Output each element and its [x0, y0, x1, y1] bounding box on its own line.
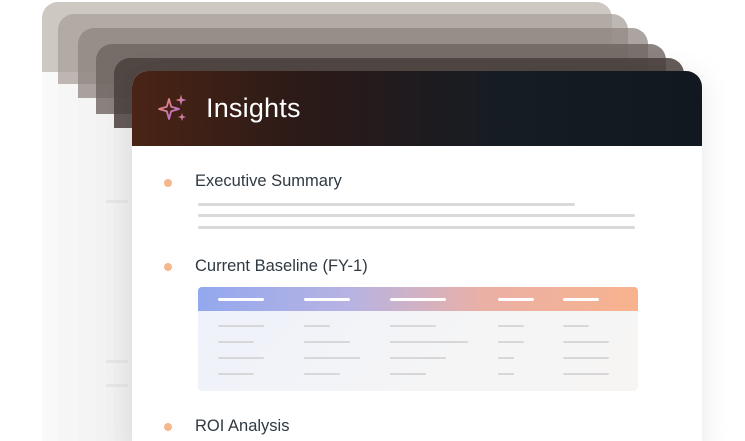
table-cell — [218, 325, 264, 327]
table-cell — [304, 341, 350, 343]
ghost-line — [106, 360, 128, 363]
table-cell — [218, 373, 254, 375]
table-cell — [498, 341, 524, 343]
text-placeholder-line — [198, 226, 635, 229]
table-cell — [390, 357, 446, 359]
table-cell — [563, 341, 609, 343]
table-cell — [563, 357, 609, 359]
section-title: ROI Analysis — [195, 417, 290, 435]
table-cell — [304, 357, 360, 359]
table-header — [198, 287, 638, 311]
table-header-cell — [390, 298, 446, 301]
table-header-cell — [304, 298, 350, 301]
card-title: Insights — [206, 93, 301, 123]
table-header-cell — [218, 298, 264, 301]
text-placeholder-line — [198, 203, 575, 206]
table-cell — [563, 325, 589, 327]
table-cell — [304, 373, 340, 375]
section-bullet — [164, 263, 172, 271]
section-title: Current Baseline (FY-1) — [195, 257, 368, 275]
table-cell — [390, 325, 436, 327]
table-cell — [563, 373, 609, 375]
table-cell — [218, 341, 254, 343]
insights-card: Insights Executive Summary Current Basel… — [132, 71, 702, 441]
ghost-line — [106, 200, 128, 203]
section-bullet — [164, 179, 172, 187]
table-cell — [498, 325, 524, 327]
table-header-cell — [563, 298, 599, 301]
sparkle-icon — [158, 94, 187, 121]
table-cell — [390, 341, 468, 343]
section-bullet — [164, 423, 172, 431]
section-title: Executive Summary — [195, 172, 342, 190]
baseline-table — [198, 287, 638, 391]
ghost-line — [106, 384, 128, 387]
table-cell — [498, 357, 514, 359]
text-placeholder-line — [198, 214, 635, 217]
table-cell — [390, 373, 426, 375]
table-cell — [498, 373, 514, 375]
table-cell — [304, 325, 330, 327]
table-header-cell — [498, 298, 534, 301]
table-cell — [218, 357, 264, 359]
card-header: Insights — [132, 71, 702, 146]
